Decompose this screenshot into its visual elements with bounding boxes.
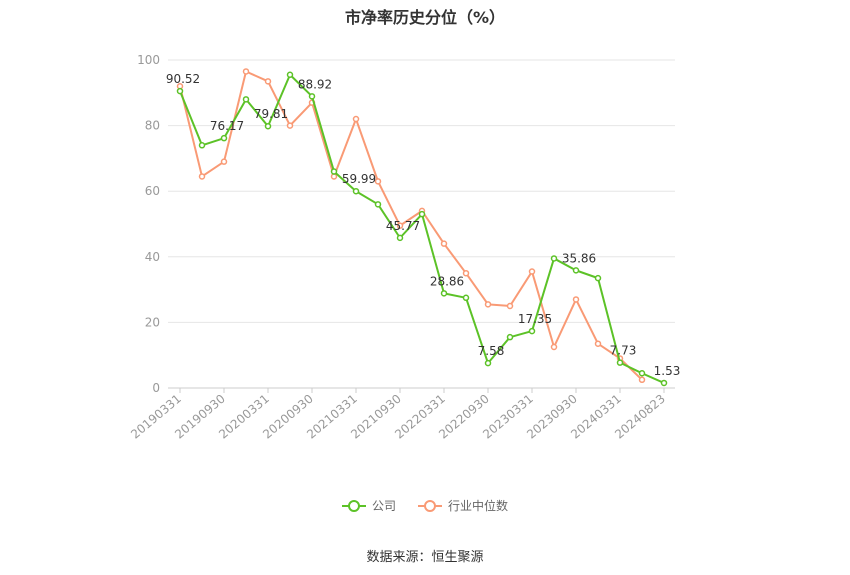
data-point-company <box>330 168 338 175</box>
data-source: 数据来源：恒生聚源 <box>366 550 484 565</box>
data-label: 7.73 <box>610 344 637 358</box>
data-point-industry <box>220 158 228 165</box>
data-label: 79.81 <box>254 107 288 121</box>
data-point-industry <box>242 68 250 75</box>
data-point-industry <box>638 376 646 384</box>
data-label: 17.35 <box>518 312 552 326</box>
data-point-company <box>506 333 514 341</box>
data-label: 7.58 <box>478 344 505 358</box>
data-point-company <box>308 93 316 100</box>
data-point-company <box>374 201 382 208</box>
series-line-company <box>179 73 665 384</box>
legend-industry-label: 行业中位数 <box>448 499 509 513</box>
data-point-company <box>220 134 228 142</box>
data-point-company <box>638 369 646 377</box>
legend-industry-swatch <box>418 499 442 512</box>
y-tick-label: 80 <box>145 119 160 133</box>
legend: 公司 行业中位数 <box>0 497 850 514</box>
data-label: 35.86 <box>562 251 596 265</box>
data-point-industry <box>374 178 382 185</box>
data-point-company <box>660 379 668 387</box>
data-point-company <box>286 71 294 79</box>
data-point-industry <box>462 269 470 277</box>
data-point-company <box>264 122 272 130</box>
data-point-industry <box>440 240 448 247</box>
data-point-industry <box>264 78 272 85</box>
y-tick-label: 100 <box>137 53 160 67</box>
data-point-company <box>462 294 470 302</box>
data-point-industry <box>550 343 558 351</box>
y-tick-label: 40 <box>145 250 160 264</box>
data-point-company <box>440 290 448 297</box>
data-label: 1.53 <box>654 364 681 378</box>
legend-company-label: 公司 <box>371 499 396 513</box>
y-tick-label: 0 <box>152 381 160 395</box>
data-point-industry <box>484 301 492 308</box>
data-point-company <box>594 274 602 282</box>
data-point-company <box>550 255 558 262</box>
data-point-industry <box>594 340 602 347</box>
data-point-industry <box>198 173 206 180</box>
data-point-industry <box>286 122 294 129</box>
data-point-company <box>396 234 404 242</box>
data-point-company <box>484 359 492 367</box>
data-point-company <box>176 87 184 95</box>
data-label: 28.86 <box>430 274 464 288</box>
legend-company-swatch <box>341 499 366 512</box>
chart-title: 市净率历史分位（%） <box>344 8 506 27</box>
y-tick-label: 60 <box>145 184 160 198</box>
data-point-company <box>528 327 536 335</box>
data-label: 45.77 <box>386 219 420 233</box>
data-label: 88.92 <box>298 77 332 91</box>
series-line-industry <box>179 70 643 381</box>
data-point-company <box>242 96 250 103</box>
data-point-industry <box>528 268 536 275</box>
legend-item-industry[interactable]: 行业中位数 <box>418 497 508 514</box>
data-label: 76.17 <box>210 119 244 133</box>
data-point-company <box>616 359 624 366</box>
data-point-company <box>198 142 206 149</box>
data-point-company <box>352 187 360 195</box>
series-company: 90.52 76.17 79.81 88.92 59.99 45.77 28.86 7.58 1… <box>166 71 681 387</box>
data-point-industry <box>396 222 404 229</box>
data-label: 90.52 <box>166 72 200 86</box>
y-tick-label: 20 <box>145 315 160 329</box>
data-point-industry <box>506 302 514 310</box>
data-point-industry <box>352 115 360 123</box>
data-point-company <box>572 267 580 274</box>
data-point-company <box>418 210 426 218</box>
legend-item-company[interactable]: 公司 <box>341 497 396 514</box>
data-label: 59.99 <box>342 172 376 186</box>
data-point-industry <box>572 296 580 303</box>
